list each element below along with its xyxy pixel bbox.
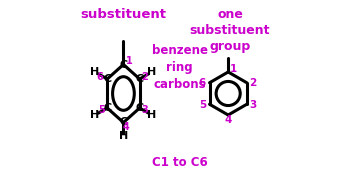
Text: 6: 6: [199, 78, 206, 88]
Text: substituent: substituent: [80, 8, 166, 22]
Text: 5: 5: [199, 100, 206, 110]
Text: C: C: [103, 74, 111, 84]
Text: H: H: [147, 110, 156, 120]
Text: C: C: [103, 103, 111, 113]
Text: H: H: [90, 110, 100, 120]
Text: C1 to C6: C1 to C6: [152, 156, 207, 169]
Text: 3: 3: [142, 105, 148, 115]
Text: 4: 4: [225, 115, 232, 125]
Text: 6: 6: [97, 72, 103, 82]
Text: H: H: [147, 67, 156, 77]
Text: 1: 1: [126, 56, 133, 66]
Text: H: H: [90, 67, 99, 77]
Text: 2: 2: [142, 72, 148, 82]
Text: C: C: [119, 59, 128, 70]
Text: C: C: [119, 117, 128, 128]
Text: 1: 1: [230, 64, 237, 74]
Text: 3: 3: [249, 100, 256, 110]
Text: C: C: [136, 103, 144, 113]
Text: H: H: [119, 131, 128, 141]
Text: C: C: [136, 74, 144, 84]
Text: 2: 2: [249, 78, 256, 88]
Text: benzene
ring
carbons: benzene ring carbons: [152, 44, 208, 91]
Text: 5: 5: [99, 105, 106, 115]
Text: one
substituent
group: one substituent group: [190, 8, 270, 53]
Text: 4: 4: [122, 122, 129, 132]
